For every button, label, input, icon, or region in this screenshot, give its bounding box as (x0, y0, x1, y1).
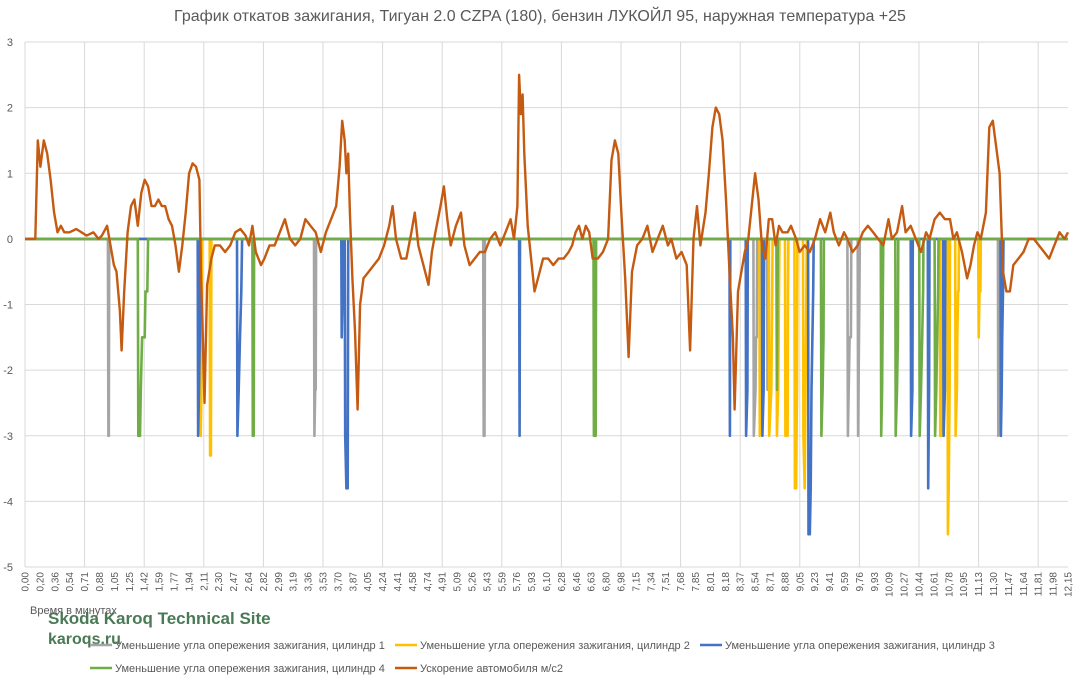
x-tick-label: 11,81 (1034, 572, 1045, 597)
legend: Уменьшение угла опережения зажигания, ци… (90, 640, 995, 675)
x-tick-label: 9,93 (870, 572, 881, 592)
legend-label: Уменьшение угла опережения зажигания, ци… (115, 663, 385, 675)
x-tick-label: 4,58 (408, 572, 419, 592)
x-tick-label: 9,23 (810, 572, 821, 592)
x-tick-label: 6,98 (617, 572, 628, 592)
x-tick-label: 8,01 (706, 572, 717, 592)
x-tick-label: 12,15 (1064, 572, 1075, 597)
x-tick-label: 4,91 (438, 572, 449, 592)
x-tick-label: 1,42 (140, 572, 151, 592)
x-tick-label: 5,43 (482, 572, 493, 592)
x-tick-label: 8,18 (721, 572, 732, 592)
x-tick-label: 11,13 (974, 572, 985, 597)
x-tick-label: 7,34 (646, 572, 657, 592)
x-tick-label: 2,11 (199, 572, 210, 591)
x-tick-label: 7,15 (631, 572, 642, 592)
x-tick-label: 9,59 (840, 572, 851, 592)
x-tick-label: 5,59 (497, 572, 508, 592)
watermark-title: Skoda Karoq Technical Site (48, 609, 271, 628)
x-tick-label: 11,98 (1049, 572, 1060, 597)
x-tick-label: 8,71 (766, 572, 777, 592)
x-tick-label: 4,05 (363, 572, 374, 592)
x-tick-label: 9,41 (825, 572, 836, 592)
x-axis-label: Время в минутах (30, 605, 117, 617)
x-tick-label: 10,27 (900, 572, 911, 597)
y-tick-label: -5 (3, 562, 13, 574)
x-tick-label: 7,51 (661, 572, 672, 592)
x-tick-label: 4,24 (378, 572, 389, 592)
x-tick-label: 0,54 (65, 572, 76, 592)
x-tick-label: 6,63 (587, 572, 598, 592)
x-tick-label: 6,10 (542, 572, 553, 592)
x-tick-label: 8,37 (736, 572, 747, 592)
y-tick-label: -2 (3, 365, 13, 377)
series-lines (25, 73, 1070, 536)
y-tick-label: 1 (7, 168, 13, 180)
x-tick-label: 2,99 (274, 572, 285, 592)
y-axis-ticks: 3 2 1 0 -1 -2 -3 -4 -5 (3, 37, 13, 574)
x-tick-label: 10,78 (944, 572, 955, 597)
x-tick-label: 5,26 (468, 572, 479, 592)
x-tick-label: 0,20 (35, 572, 46, 592)
y-tick-label: -1 (3, 300, 13, 312)
x-tick-label: 1,94 (184, 572, 195, 592)
x-tick-label: 3,70 (333, 572, 344, 592)
x-tick-label: 3,19 (289, 572, 300, 592)
series-line-3 (25, 237, 1068, 536)
x-axis-ticks: 0,00 0,20 0,36 0,54 0,71 0,88 1,05 1,25 1,42 1,59… (21, 572, 1075, 597)
x-tick-label: 5,93 (527, 572, 538, 592)
x-tick-label: 3,36 (304, 572, 315, 592)
x-tick-label: 1,05 (110, 572, 121, 592)
x-tick-label: 1,77 (170, 572, 181, 592)
x-tick-label: 0,88 (95, 572, 106, 592)
x-tick-label: 9,05 (795, 572, 806, 592)
x-tick-label: 11,64 (1019, 572, 1030, 597)
legend-label: Уменьшение угла опережения зажигания, ци… (115, 640, 385, 652)
y-tick-label: -4 (3, 496, 13, 508)
x-tick-label: 9,76 (855, 572, 866, 592)
y-tick-label: 2 (7, 103, 13, 115)
x-tick-label: 0,36 (50, 572, 61, 592)
legend-label: Уменьшение угла опережения зажигания, ци… (725, 640, 995, 652)
x-tick-label: 10,61 (929, 572, 940, 597)
x-tick-label: 4,41 (393, 572, 404, 592)
x-tick-label: 5,76 (512, 572, 523, 592)
x-tick-label: 6,46 (572, 572, 583, 592)
x-tick-label: 2,47 (229, 572, 240, 592)
x-tick-label: 10,95 (959, 572, 970, 597)
x-tick-label: 6,28 (557, 572, 568, 592)
x-tick-label: 8,54 (751, 572, 762, 592)
legend-label: Уменьшение угла опережения зажигания, ци… (420, 640, 690, 652)
x-tick-label: 2,82 (259, 572, 270, 592)
x-tick-label: 10,09 (885, 572, 896, 597)
x-tick-label: 11,30 (989, 572, 1000, 597)
x-tick-label: 0,00 (21, 572, 32, 592)
x-tick-label: 8,88 (780, 572, 791, 592)
x-tick-label: 0,71 (80, 572, 91, 592)
x-tick-label: 1,59 (155, 572, 166, 592)
x-tick-label: 10,44 (915, 572, 926, 597)
x-tick-label: 6,80 (602, 572, 613, 592)
legend-label: Ускорение автомобиля м/с2 (420, 663, 563, 675)
y-tick-label: 0 (7, 234, 13, 246)
x-tick-label: 1,25 (125, 572, 136, 592)
x-tick-label: 2,64 (244, 572, 255, 592)
chart-title: График откатов зажигания, Тигуан 2.0 CZP… (174, 6, 906, 25)
x-tick-label: 3,53 (319, 572, 330, 592)
series-line-5 (25, 73, 1070, 411)
x-tick-label: 7,85 (691, 572, 702, 592)
x-tick-label: 5,09 (453, 572, 464, 592)
x-tick-label: 2,30 (214, 572, 225, 592)
series-line-4 (25, 237, 1068, 438)
x-tick-label: 3,87 (348, 572, 359, 592)
series-line-2 (25, 237, 1068, 536)
x-tick-label: 11,47 (1004, 572, 1015, 597)
x-tick-label: 7,68 (676, 572, 687, 592)
y-tick-label: -3 (3, 431, 13, 443)
x-tick-label: 4,74 (423, 572, 434, 592)
y-tick-label: 3 (7, 37, 13, 49)
